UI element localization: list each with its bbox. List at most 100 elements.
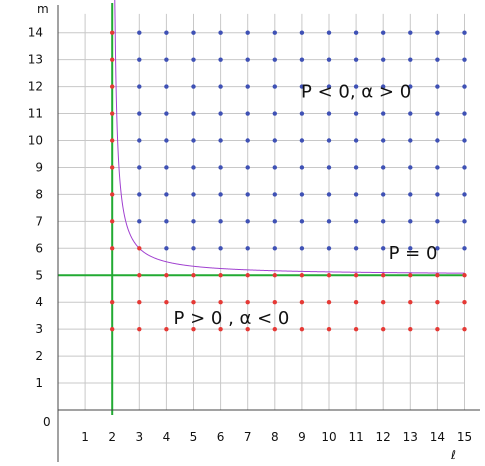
point-l8-m7 xyxy=(272,219,277,224)
point-l6-m11 xyxy=(218,111,223,116)
point-l13-m13 xyxy=(408,57,413,62)
point-l14-m12 xyxy=(435,84,440,89)
point-l11-m12 xyxy=(353,84,359,89)
point-l4-m4 xyxy=(164,300,169,305)
point-l11-m11 xyxy=(353,111,359,116)
point-l12-m11 xyxy=(381,111,386,116)
point-l13-m5 xyxy=(408,273,413,278)
point-l8-m12 xyxy=(272,84,277,89)
point-l4-m11 xyxy=(164,111,169,116)
point-l12-m12 xyxy=(381,84,386,89)
point-l8-m3 xyxy=(272,326,277,332)
point-l7-m6 xyxy=(245,246,250,251)
point-l9-m10 xyxy=(299,138,305,143)
grid-layer xyxy=(58,13,465,410)
point-l9-m12 xyxy=(299,84,305,89)
point-l12-m6 xyxy=(381,246,386,251)
y-tick-12: 12 xyxy=(28,80,43,94)
point-l11-m14 xyxy=(353,30,359,35)
x-tick-9: 9 xyxy=(298,430,306,444)
point-l13-m3 xyxy=(408,326,413,332)
x-tick-3: 3 xyxy=(135,430,143,444)
y-tick-9: 9 xyxy=(35,160,43,174)
x-tick-12: 12 xyxy=(376,430,391,444)
point-l13-m6 xyxy=(408,246,413,251)
point-l9-m5 xyxy=(299,273,305,278)
point-l4-m5 xyxy=(164,273,169,278)
axes xyxy=(57,5,480,462)
y-tick-8: 8 xyxy=(35,187,43,201)
lattice-points xyxy=(110,30,467,332)
y-tick-2: 2 xyxy=(35,349,43,363)
x-tick-7: 7 xyxy=(244,430,252,444)
point-l3-m5 xyxy=(137,273,142,278)
point-l5-m11 xyxy=(191,111,196,116)
point-l9-m6 xyxy=(299,246,305,251)
point-l15-m6 xyxy=(462,246,467,251)
x-tick-4: 4 xyxy=(163,430,171,444)
point-l6-m10 xyxy=(218,138,223,143)
point-l5-m3 xyxy=(191,326,196,332)
point-l5-m10 xyxy=(191,138,196,143)
point-l8-m6 xyxy=(272,246,277,251)
point-l10-m13 xyxy=(326,57,332,62)
point-l12-m10 xyxy=(381,138,386,143)
x-tick-11: 11 xyxy=(348,430,363,444)
point-l5-m8 xyxy=(191,192,196,197)
point-l4-m8 xyxy=(164,192,169,197)
point-l13-m4 xyxy=(408,300,413,305)
point-l6-m8 xyxy=(218,192,223,197)
point-l2-m7 xyxy=(110,219,115,224)
point-l6-m6 xyxy=(218,246,223,251)
point-l3-m9 xyxy=(137,165,142,170)
point-l8-m4 xyxy=(272,300,277,305)
y-tick-14: 14 xyxy=(28,26,43,40)
point-l7-m14 xyxy=(245,30,250,35)
point-l11-m6 xyxy=(353,246,359,251)
point-l15-m14 xyxy=(462,30,467,35)
point-l7-m3 xyxy=(245,326,250,332)
x-axis-label: ℓ xyxy=(450,448,456,462)
point-l10-m4 xyxy=(326,300,332,305)
point-l8-m8 xyxy=(272,192,277,197)
x-tick-10: 10 xyxy=(321,430,336,444)
y-tick-11: 11 xyxy=(28,107,43,121)
point-l15-m11 xyxy=(462,111,467,116)
point-l6-m14 xyxy=(218,30,223,35)
point-l13-m10 xyxy=(408,138,413,143)
point-l6-m12 xyxy=(218,84,223,89)
point-l10-m10 xyxy=(326,138,332,143)
point-l15-m13 xyxy=(462,57,467,62)
point-l14-m6 xyxy=(435,246,440,251)
point-l2-m13 xyxy=(110,57,115,62)
point-l7-m7 xyxy=(245,219,250,224)
reference-lines xyxy=(58,3,465,415)
point-l12-m9 xyxy=(381,165,386,170)
point-l14-m9 xyxy=(435,165,440,170)
point-l4-m3 xyxy=(164,326,169,332)
point-l9-m7 xyxy=(299,219,305,224)
point-l3-m11 xyxy=(137,111,142,116)
point-l8-m11 xyxy=(272,111,277,116)
point-l12-m3 xyxy=(381,326,386,332)
x-tick-13: 13 xyxy=(403,430,418,444)
y-tick-3: 3 xyxy=(35,322,43,336)
point-l6-m9 xyxy=(218,165,223,170)
point-l13-m8 xyxy=(408,192,413,197)
point-l15-m9 xyxy=(462,165,467,170)
point-l12-m8 xyxy=(381,192,386,197)
y-tick-10: 10 xyxy=(28,134,43,148)
point-l6-m5 xyxy=(218,273,223,278)
point-l4-m9 xyxy=(164,165,169,170)
point-l2-m6 xyxy=(110,246,115,251)
point-l15-m5 xyxy=(462,273,467,278)
point-l9-m3 xyxy=(299,326,305,332)
point-l5-m7 xyxy=(191,219,196,224)
point-l5-m9 xyxy=(191,165,196,170)
point-l4-m14 xyxy=(164,30,169,35)
point-l4-m10 xyxy=(164,138,169,143)
region-label-1: P < 0, α > 0 xyxy=(301,81,411,102)
point-l3-m13 xyxy=(137,57,142,62)
point-l5-m12 xyxy=(191,84,196,89)
